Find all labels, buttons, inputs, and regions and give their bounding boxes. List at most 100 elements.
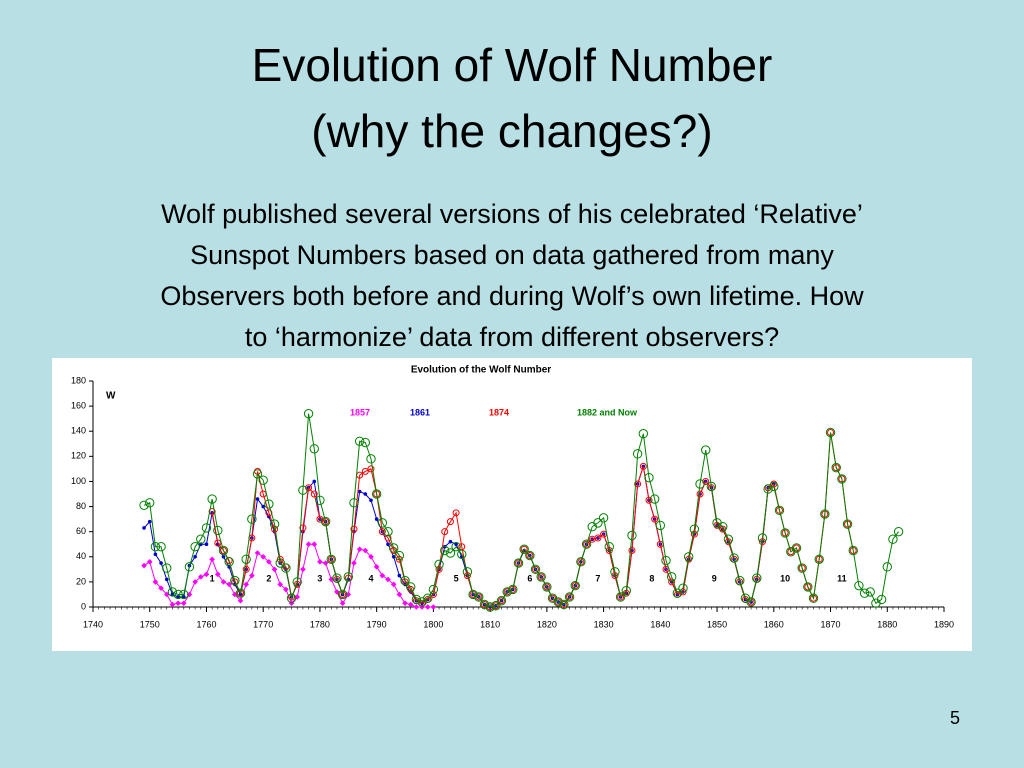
- data-point: [407, 601, 414, 608]
- data-point: [428, 584, 439, 595]
- data-point: [343, 572, 353, 582]
- chart: Evolution of the Wolf Number W 0 20 40 60 80…: [71, 365, 954, 630]
- data-point: [196, 534, 206, 544]
- data-point: [385, 576, 391, 583]
- data-point: [509, 585, 517, 593]
- data-point: [825, 427, 836, 438]
- data-point: [363, 492, 368, 496]
- data-point: [803, 582, 813, 592]
- data-point: [536, 572, 546, 582]
- data-point: [701, 445, 711, 455]
- data-point: [604, 542, 614, 552]
- data-point: [283, 586, 289, 593]
- data-point: [865, 587, 875, 597]
- data-point: [859, 588, 870, 598]
- data-point: [241, 554, 251, 564]
- data-point: [655, 520, 666, 531]
- data-point: [537, 573, 545, 581]
- data-point: [383, 526, 393, 537]
- data-point: [502, 587, 512, 597]
- data-point: [254, 550, 261, 556]
- data-point: [621, 585, 631, 596]
- data-point: [242, 565, 250, 573]
- data-point: [672, 588, 683, 598]
- data-point: [457, 549, 467, 559]
- data-point: [163, 591, 170, 598]
- data-point: [644, 472, 654, 483]
- data-point: [781, 529, 789, 537]
- data-point: [337, 589, 348, 600]
- data-point: [525, 550, 535, 561]
- data-point: [146, 559, 153, 565]
- data-point: [571, 582, 579, 590]
- data-point: [634, 480, 642, 488]
- cycle-label: 3: [317, 573, 322, 583]
- data-point: [396, 591, 403, 598]
- x-tick-label: 1760: [196, 619, 216, 629]
- data-point: [513, 558, 524, 568]
- data-point: [224, 557, 234, 567]
- data-point: [583, 540, 591, 548]
- data-point: [406, 582, 416, 592]
- data-point: [190, 542, 200, 552]
- data-point: [627, 530, 637, 541]
- data-point: [316, 515, 324, 523]
- data-point: [305, 541, 312, 548]
- data-point: [379, 572, 386, 579]
- data-point: [162, 563, 172, 573]
- data-point: [264, 499, 274, 509]
- data-point: [842, 519, 853, 529]
- data-point: [559, 599, 569, 610]
- data-point: [696, 490, 704, 498]
- data-point: [275, 558, 285, 568]
- data-point: [718, 521, 728, 532]
- data-point: [452, 509, 460, 517]
- data-point: [820, 509, 830, 519]
- cycle-label: 4: [368, 573, 373, 583]
- data-point: [153, 552, 158, 557]
- y-axis-label: W: [106, 391, 116, 402]
- data-point: [469, 590, 477, 598]
- data-point: [566, 593, 574, 601]
- y-tick-label: 60: [76, 526, 86, 536]
- data-point: [791, 543, 802, 553]
- cycle-label: 6: [527, 573, 532, 583]
- data-point: [413, 604, 420, 610]
- data-point: [530, 564, 541, 575]
- data-point: [366, 454, 376, 464]
- data-point: [774, 505, 785, 516]
- data-point: [424, 604, 431, 610]
- data-point: [451, 542, 461, 552]
- legend-entry: 1874: [489, 407, 509, 417]
- y-tick-label: 160: [71, 400, 86, 410]
- data-point: [639, 462, 647, 470]
- data-point: [492, 602, 500, 610]
- data-point: [804, 583, 812, 591]
- data-point: [441, 528, 449, 536]
- cycle-label: 5: [454, 573, 459, 583]
- x-tick-label: 1740: [83, 619, 103, 629]
- data-point: [668, 578, 676, 586]
- cycle-label: 11: [837, 573, 847, 583]
- data-point: [326, 554, 336, 564]
- data-point: [411, 594, 422, 605]
- data-point: [434, 559, 444, 570]
- data-point: [628, 547, 636, 554]
- data-point: [638, 429, 649, 439]
- data-point: [220, 579, 227, 585]
- data-point: [837, 474, 847, 484]
- data-point: [373, 564, 380, 570]
- data-point: [746, 597, 756, 607]
- data-point: [876, 594, 887, 605]
- data-point: [808, 593, 819, 603]
- data-point: [390, 581, 397, 588]
- data-point: [882, 562, 892, 572]
- x-tick-label: 1870: [821, 619, 841, 629]
- data-point: [312, 479, 317, 484]
- data-point: [593, 518, 603, 528]
- data-point: [145, 498, 155, 508]
- data-point: [475, 593, 483, 601]
- data-point: [309, 444, 319, 454]
- data-point: [150, 542, 161, 552]
- data-point: [468, 589, 478, 600]
